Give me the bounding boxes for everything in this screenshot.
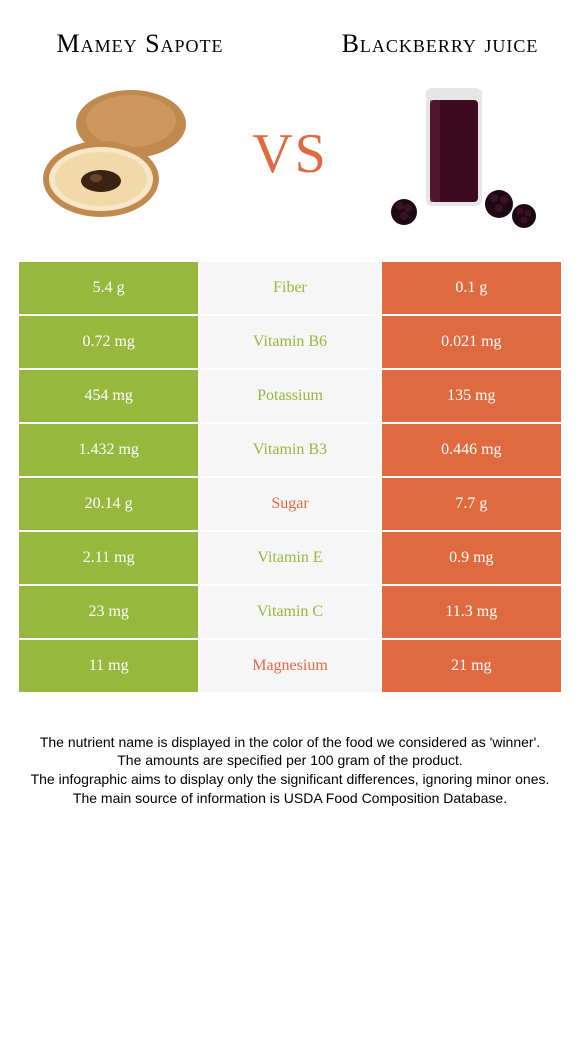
left-value: 0.72 mg [18,315,199,369]
nutrient-label: Potassium [199,369,380,423]
right-value: 11.3 mg [381,585,562,639]
nutrient-label: Vitamin B6 [199,315,380,369]
nutrient-row: 5.4 gFiber0.1 g [18,261,562,315]
left-value: 5.4 g [18,261,199,315]
nutrient-row: 454 mgPotassium135 mg [18,369,562,423]
left-value: 20.14 g [18,477,199,531]
nutrient-row: 0.72 mgVitamin B60.021 mg [18,315,562,369]
left-food-title: Mamey Sapote [40,28,240,61]
left-value: 23 mg [18,585,199,639]
nutrient-label: Magnesium [199,639,380,693]
left-value: 11 mg [18,639,199,693]
right-food-title: Blackberry juice [340,28,540,61]
images-row: VS [0,69,580,261]
left-food-image [36,69,206,239]
nutrient-row: 2.11 mgVitamin E0.9 mg [18,531,562,585]
footer-line: The nutrient name is displayed in the co… [18,733,562,752]
vs-label: VS [252,122,328,186]
left-value: 1.432 mg [18,423,199,477]
header: Mamey Sapote Blackberry juice [0,0,580,69]
nutrient-table: 5.4 gFiber0.1 g0.72 mgVitamin B60.021 mg… [18,261,562,693]
right-value: 135 mg [381,369,562,423]
nutrient-row: 23 mgVitamin C11.3 mg [18,585,562,639]
right-value: 0.446 mg [381,423,562,477]
right-food-image [374,69,544,239]
nutrient-label: Vitamin C [199,585,380,639]
right-value: 7.7 g [381,477,562,531]
nutrient-row: 11 mgMagnesium21 mg [18,639,562,693]
mamey-sapote-icon [36,79,206,229]
nutrient-label: Vitamin B3 [199,423,380,477]
footer-line: The main source of information is USDA F… [18,789,562,808]
nutrient-label: Sugar [199,477,380,531]
nutrient-row: 1.432 mgVitamin B30.446 mg [18,423,562,477]
footer-line: The amounts are specified per 100 gram o… [18,751,562,770]
left-value: 2.11 mg [18,531,199,585]
left-value: 454 mg [18,369,199,423]
right-value: 0.021 mg [381,315,562,369]
right-value: 0.1 g [381,261,562,315]
nutrient-row: 20.14 gSugar7.7 g [18,477,562,531]
nutrient-label: Vitamin E [199,531,380,585]
nutrient-label: Fiber [199,261,380,315]
blackberry-juice-icon [374,74,544,234]
footer-text: The nutrient name is displayed in the co… [0,693,580,809]
right-value: 0.9 mg [381,531,562,585]
right-value: 21 mg [381,639,562,693]
footer-line: The infographic aims to display only the… [18,770,562,789]
